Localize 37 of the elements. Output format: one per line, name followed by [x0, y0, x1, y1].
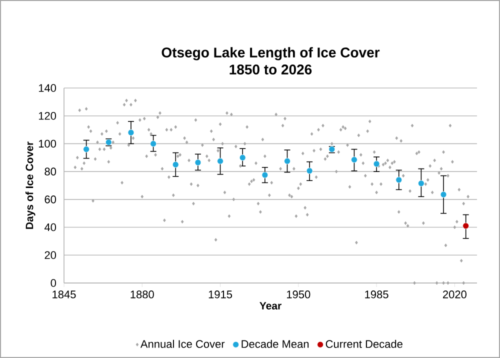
y-tick-label: 60	[44, 196, 56, 204]
x-tick-label: 1845	[52, 290, 76, 298]
point	[194, 159, 202, 166]
point	[418, 180, 424, 187]
x-axis-title: Year	[260, 302, 282, 310]
y-tick-label: 80	[44, 168, 56, 176]
point	[462, 222, 470, 230]
point	[128, 129, 134, 136]
point	[172, 161, 179, 168]
point	[284, 158, 290, 164]
chart-subtitle: 1850 to 2026	[230, 64, 312, 74]
x-tick-label: 1880	[130, 290, 154, 298]
y-tick-label: 40	[44, 223, 56, 232]
point	[351, 156, 358, 163]
y-axis-title: Days of Ice Cover	[25, 142, 36, 229]
legend-label: Decade Mean	[242, 340, 309, 348]
chart-title: Otsego Lake Length of Ice Cover	[162, 47, 380, 60]
point	[306, 168, 313, 174]
x-tick-label: 1950	[287, 290, 310, 298]
point	[239, 154, 246, 161]
point	[150, 140, 157, 147]
x-tick-label: 1985	[365, 290, 388, 298]
x-tick-label: 1915	[208, 290, 232, 298]
point	[396, 176, 402, 184]
legend-label: Current Decade	[326, 340, 402, 348]
y-tick-label: 0	[50, 279, 56, 287]
point	[217, 158, 224, 164]
y-tick-label: 140	[38, 84, 56, 92]
point	[373, 160, 380, 168]
legend-label: Annual Ice Cover	[140, 340, 225, 348]
point	[262, 172, 268, 178]
y-tick-label: 100	[38, 140, 56, 148]
y-tick-label: 20	[44, 251, 56, 260]
point	[440, 191, 447, 198]
point	[83, 146, 90, 152]
y-tick-label: 120	[38, 112, 56, 120]
x-tick-label: 2020	[442, 290, 466, 298]
